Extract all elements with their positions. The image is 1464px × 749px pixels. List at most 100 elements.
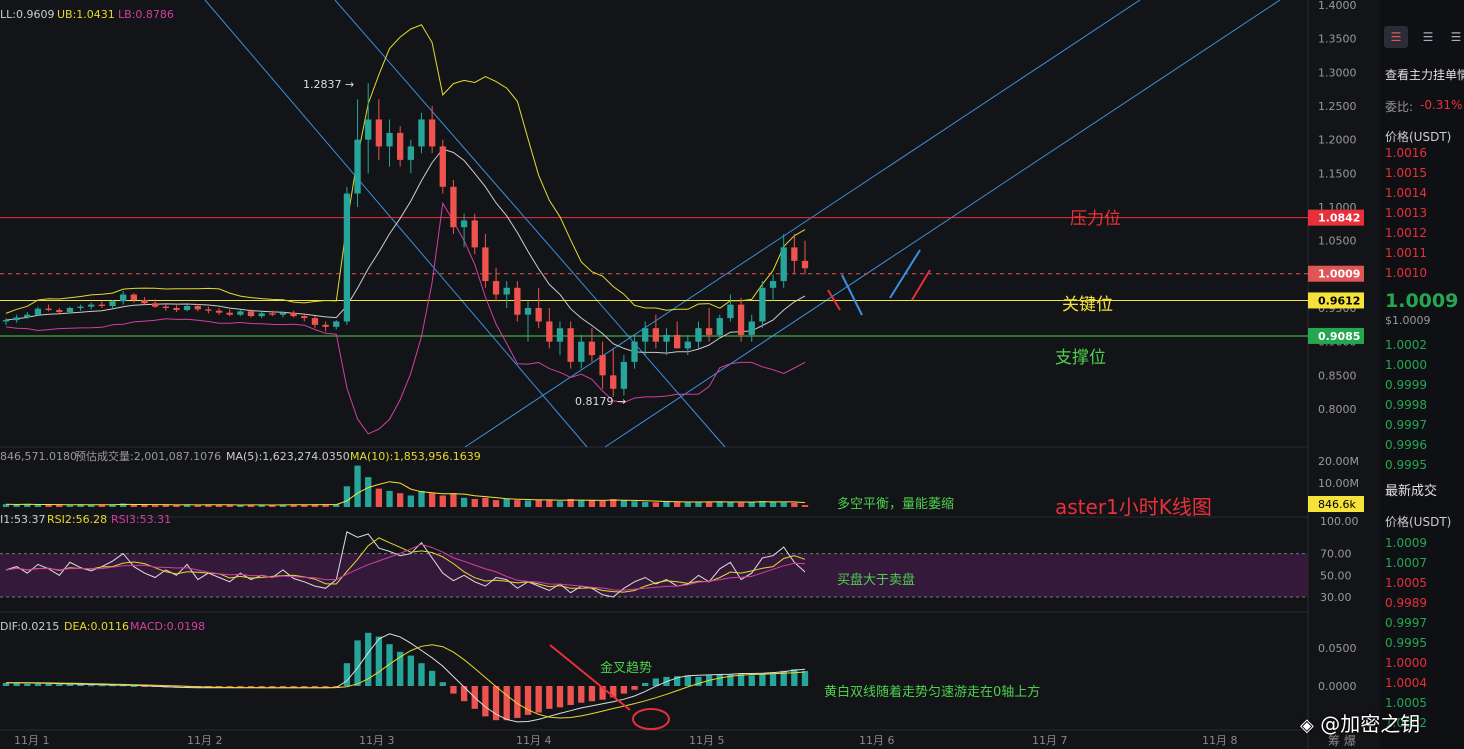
macd-bar xyxy=(791,669,798,686)
volume-bar xyxy=(13,504,20,507)
macd-bar xyxy=(769,672,777,686)
boll-lower-line xyxy=(5,201,806,435)
macd-bar xyxy=(418,663,425,686)
volume-bar xyxy=(343,486,351,507)
macd-note: 黄白双线随着走势匀速游走在0轴上方 xyxy=(824,684,1040,700)
volume-bar xyxy=(524,500,532,507)
macd-bar xyxy=(258,686,265,688)
trade-price: 1.0002 xyxy=(1385,716,1427,730)
candle-body xyxy=(791,247,798,261)
volume-bar xyxy=(801,505,809,507)
volume-bar xyxy=(34,504,42,507)
x-tick-label: 11月 3 xyxy=(359,734,395,747)
macd-bar xyxy=(386,644,393,686)
macd-bar xyxy=(428,670,436,686)
direction-arrow xyxy=(827,289,841,311)
volume-bar xyxy=(407,495,414,507)
volume-bar xyxy=(599,501,606,507)
price-tick-label: 1.4000 xyxy=(1318,0,1357,12)
volume-bar xyxy=(514,500,521,507)
book-both-icon[interactable]: ☰ xyxy=(1384,26,1408,48)
macd-bar xyxy=(546,686,553,709)
x-tick-label: 11月 1 xyxy=(14,734,50,747)
macd-bar xyxy=(727,674,734,686)
rsi-tick-label: 30.00 xyxy=(1320,591,1352,604)
price-header: 价格(USDT) xyxy=(1385,130,1452,144)
candle-body xyxy=(748,321,755,335)
volume-bar xyxy=(503,498,510,507)
candle-body xyxy=(631,341,638,362)
candle-body xyxy=(109,301,116,306)
candle-body xyxy=(588,341,596,356)
candle-body xyxy=(98,304,106,306)
book-asks-icon[interactable]: ☰ xyxy=(1450,30,1462,44)
trend-channel-line xyxy=(334,0,726,448)
volume-bar xyxy=(791,502,798,507)
macd-bar xyxy=(684,675,691,686)
volume-bar xyxy=(460,497,468,507)
macd-bar xyxy=(503,686,510,721)
macd-bar xyxy=(631,686,638,690)
candle-body xyxy=(333,321,340,327)
candle-body xyxy=(279,312,287,315)
trade-price: 1.0009 xyxy=(1385,536,1427,550)
macd-bar xyxy=(759,673,766,686)
candle-body xyxy=(578,341,585,362)
macd-bar xyxy=(13,682,20,686)
macd-bar xyxy=(524,686,532,715)
volume-bar xyxy=(151,505,159,507)
volume-bar xyxy=(439,495,446,507)
macd-bar xyxy=(290,686,297,688)
high-annotation: 1.2837 → xyxy=(303,78,354,91)
volume-bar xyxy=(588,500,596,507)
candle-body xyxy=(599,355,606,376)
volume-bar xyxy=(578,500,585,507)
candle-body xyxy=(439,146,446,187)
candle-body xyxy=(801,260,809,269)
candle-body xyxy=(24,314,31,318)
price-tick-label: 1.3000 xyxy=(1318,66,1357,79)
macd-macd-value: MACD:0.0198 xyxy=(130,620,205,633)
macd-bar xyxy=(556,686,564,708)
book-bids-icon[interactable]: ☰ xyxy=(1422,30,1434,44)
candle-body xyxy=(13,317,20,321)
macd-bar xyxy=(98,685,106,687)
macd-bar xyxy=(482,686,489,717)
price-tick-label: 1.1500 xyxy=(1318,167,1357,180)
trades-title[interactable]: 最新成交 xyxy=(1385,484,1438,499)
volume-bar xyxy=(769,501,777,507)
volume-bar xyxy=(492,500,500,507)
macd-bar xyxy=(301,686,308,688)
rsi2-value: RSI2:56.28 xyxy=(47,513,107,526)
volume-bar xyxy=(716,501,723,507)
volume-bar xyxy=(24,504,31,507)
volume-bar xyxy=(333,504,340,507)
macd-bar xyxy=(120,685,127,687)
price-label: 1.0009 xyxy=(1318,268,1360,281)
price-tick-label: 1.0500 xyxy=(1318,235,1357,248)
volume-bar xyxy=(88,504,95,507)
candle-body xyxy=(407,146,414,160)
price-axis: 1.40001.35001.30001.25001.20001.15001.10… xyxy=(1308,0,1364,693)
candle-body xyxy=(386,132,393,147)
chart-area[interactable]: 1.40001.35001.30001.25001.20001.15001.10… xyxy=(0,0,1380,749)
order-book-panel: ☰ ☰ ☰ 查看主力挂单情 委比: -0.31% 价格(USDT) 1.0016… xyxy=(1380,0,1464,749)
price-label: 0.9085 xyxy=(1318,330,1360,343)
volume-bar xyxy=(684,502,691,507)
rsi-pane xyxy=(0,531,1308,598)
volume-bar xyxy=(535,499,542,507)
macd-dif-line xyxy=(6,633,806,723)
macd-bar xyxy=(365,632,372,686)
volume-bar xyxy=(77,504,84,507)
macd-bar xyxy=(407,655,414,686)
volume-bar xyxy=(205,504,212,507)
trade-price: 0.9989 xyxy=(1385,596,1427,610)
volume-bar xyxy=(482,497,489,507)
macd-bar xyxy=(737,673,745,686)
volume-bar xyxy=(66,505,74,507)
macd-bar xyxy=(801,670,809,686)
x-tick-label: 11月 5 xyxy=(689,734,725,747)
volume-bar xyxy=(290,504,297,507)
candle-body xyxy=(247,311,255,317)
view-book-link[interactable]: 查看主力挂单情 xyxy=(1385,68,1464,82)
